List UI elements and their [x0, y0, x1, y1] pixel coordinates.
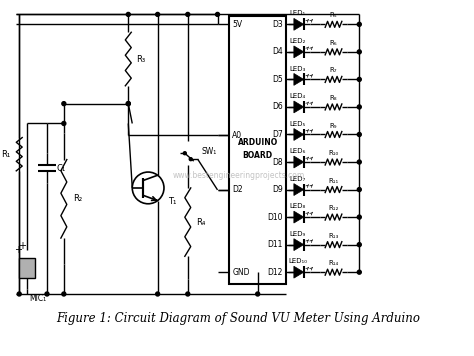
Circle shape	[255, 292, 260, 296]
Polygon shape	[294, 156, 304, 168]
Polygon shape	[294, 46, 304, 58]
Polygon shape	[294, 266, 304, 278]
Circle shape	[126, 102, 130, 106]
Text: D10: D10	[267, 213, 283, 221]
Circle shape	[62, 292, 66, 296]
Polygon shape	[294, 19, 304, 30]
Text: LED₄: LED₄	[290, 93, 306, 99]
Text: D8: D8	[273, 157, 283, 167]
Polygon shape	[294, 101, 304, 113]
Text: D3: D3	[272, 20, 283, 29]
Text: Figure 1: Circuit Diagram of Sound VU Meter Using Arduino: Figure 1: Circuit Diagram of Sound VU Me…	[56, 312, 420, 325]
Text: R₁₄: R₁₄	[328, 260, 338, 266]
Text: R₃: R₃	[136, 54, 146, 63]
Circle shape	[357, 188, 361, 192]
Text: LED₆: LED₆	[290, 148, 306, 154]
Circle shape	[216, 12, 219, 16]
Text: www.bestengineeringprojects.com: www.bestengineeringprojects.com	[172, 171, 304, 179]
Text: R₁₂: R₁₂	[328, 205, 339, 211]
Circle shape	[189, 158, 192, 161]
Bar	[229, 16, 286, 284]
Text: R₁₃: R₁₃	[328, 233, 338, 239]
Text: 5V: 5V	[232, 20, 243, 29]
Text: D2: D2	[232, 185, 243, 194]
Circle shape	[62, 121, 66, 125]
Circle shape	[357, 270, 361, 274]
Text: LED₁₀: LED₁₀	[288, 258, 307, 264]
Text: D5: D5	[272, 75, 283, 84]
Text: R₂: R₂	[73, 194, 82, 203]
Circle shape	[357, 215, 361, 219]
Circle shape	[155, 12, 160, 16]
Text: BOARD: BOARD	[243, 151, 273, 160]
Text: R₄: R₄	[196, 218, 205, 227]
Text: R₇: R₇	[330, 68, 337, 73]
Text: ARDUINO: ARDUINO	[237, 138, 278, 147]
Polygon shape	[294, 184, 304, 195]
Text: LED₈: LED₈	[290, 203, 306, 209]
FancyBboxPatch shape	[19, 258, 35, 278]
Circle shape	[155, 292, 160, 296]
Text: MIC₁: MIC₁	[29, 294, 46, 303]
Text: D12: D12	[268, 268, 283, 277]
Circle shape	[126, 12, 130, 16]
Circle shape	[357, 22, 361, 26]
Circle shape	[357, 50, 361, 54]
Text: R₉: R₉	[330, 122, 337, 129]
Text: T₁: T₁	[168, 197, 176, 206]
Text: LED₅: LED₅	[290, 121, 306, 127]
Text: +: +	[14, 245, 22, 255]
Polygon shape	[294, 211, 304, 223]
Text: D9: D9	[272, 185, 283, 194]
Circle shape	[357, 243, 361, 247]
Text: LED₂: LED₂	[290, 38, 306, 44]
Circle shape	[186, 12, 190, 16]
Text: LED₇: LED₇	[290, 176, 306, 182]
Text: R₁₀: R₁₀	[328, 150, 338, 156]
Text: R₈: R₈	[330, 95, 337, 101]
Circle shape	[62, 102, 66, 106]
Text: D7: D7	[272, 130, 283, 139]
Text: R₁₁: R₁₁	[328, 178, 338, 184]
Text: LED₃: LED₃	[290, 66, 306, 72]
Circle shape	[186, 292, 190, 296]
Circle shape	[126, 102, 130, 106]
Text: R₆: R₆	[330, 40, 337, 46]
Text: D6: D6	[272, 103, 283, 111]
Text: LED₁: LED₁	[290, 10, 306, 16]
Circle shape	[183, 152, 186, 155]
Circle shape	[357, 77, 361, 82]
Text: D11: D11	[268, 240, 283, 249]
Circle shape	[357, 132, 361, 136]
Text: R₅: R₅	[330, 12, 337, 19]
Text: +: +	[18, 241, 26, 251]
Circle shape	[357, 160, 361, 164]
Circle shape	[17, 292, 21, 296]
Text: LED₉: LED₉	[290, 231, 306, 237]
Polygon shape	[294, 129, 304, 140]
Text: C₁: C₁	[57, 164, 66, 173]
Circle shape	[45, 292, 49, 296]
Circle shape	[357, 105, 361, 109]
Text: SW₁: SW₁	[201, 147, 217, 156]
Polygon shape	[294, 239, 304, 251]
Text: A0: A0	[232, 131, 243, 140]
Text: GND: GND	[232, 268, 250, 277]
Text: D4: D4	[272, 47, 283, 56]
Text: R₁: R₁	[1, 150, 10, 159]
Polygon shape	[294, 73, 304, 85]
